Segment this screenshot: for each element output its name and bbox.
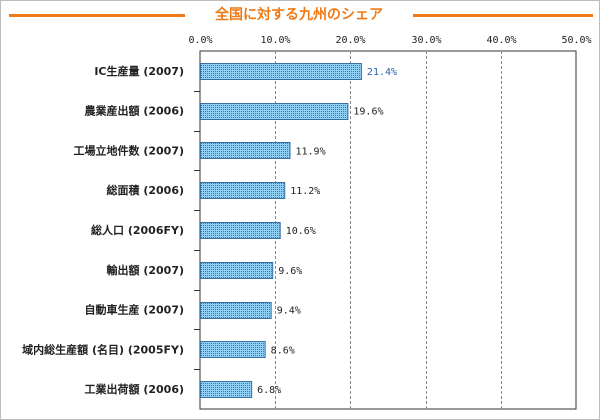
x-tick-label: 0.0% — [188, 35, 212, 46]
value-label: 8.6% — [271, 345, 295, 356]
x-tick-label: 10.0% — [260, 35, 290, 46]
category-label: 自動車生産 (2007) — [85, 303, 185, 317]
value-label: 11.2% — [290, 186, 320, 197]
value-label: 21.4% — [367, 67, 397, 78]
category-label: 総人口 (2006FY) — [91, 223, 184, 237]
value-label: 11.9% — [295, 146, 325, 157]
bar — [200, 262, 274, 279]
bar — [200, 341, 266, 358]
value-label: 9.6% — [278, 266, 302, 277]
chart-title: 全国に対する九州のシェア — [215, 7, 383, 23]
value-label: 19.6% — [353, 107, 383, 118]
x-tick-label: 50.0% — [561, 35, 591, 46]
category-label: 工業出荷額 (2006) — [85, 382, 185, 396]
bar — [200, 63, 362, 80]
category-label: 工場立地件数 (2007) — [74, 143, 185, 157]
bar — [200, 142, 291, 159]
bar — [200, 103, 349, 120]
x-tick-label: 20.0% — [335, 35, 365, 46]
bar — [200, 381, 253, 398]
bar — [200, 182, 286, 199]
value-label: 6.8% — [257, 385, 281, 396]
value-label: 10.6% — [286, 226, 316, 237]
bar — [200, 302, 272, 319]
title-rule-right — [413, 14, 593, 17]
x-tick-label: 40.0% — [486, 35, 516, 46]
category-label: 農業産出額 (2006) — [85, 104, 185, 118]
category-label: 域内総生産額 (名目) (2005FY) — [22, 342, 184, 356]
bar — [200, 222, 281, 239]
value-label: 9.4% — [277, 306, 301, 317]
category-label: 総面積 (2006) — [107, 183, 185, 197]
x-tick-label: 30.0% — [411, 35, 441, 46]
category-label: IC生産量 (2007) — [94, 64, 184, 78]
title-rule-left — [9, 14, 185, 17]
category-label: 輸出額 (2007) — [107, 263, 185, 277]
